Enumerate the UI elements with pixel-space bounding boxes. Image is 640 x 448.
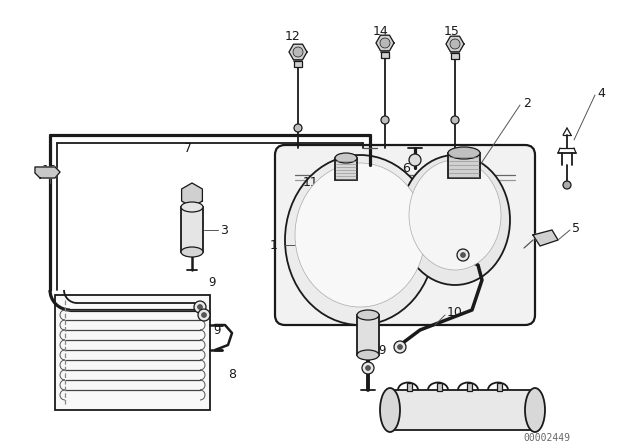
Text: 6: 6: [402, 161, 410, 175]
Text: 9: 9: [378, 344, 385, 357]
Bar: [407, 383, 412, 391]
Bar: [448, 153, 480, 178]
Circle shape: [198, 305, 202, 310]
Polygon shape: [533, 230, 558, 246]
Ellipse shape: [380, 388, 400, 432]
Text: 3: 3: [220, 224, 228, 237]
Text: 7: 7: [184, 142, 192, 155]
Text: 5: 5: [572, 221, 580, 234]
Bar: [55, 295, 210, 410]
Text: 4: 4: [597, 86, 605, 99]
Bar: [381, 52, 389, 58]
Text: 9: 9: [208, 276, 216, 289]
Ellipse shape: [448, 147, 480, 159]
Circle shape: [457, 249, 469, 261]
Circle shape: [380, 38, 390, 48]
Circle shape: [397, 345, 403, 349]
Ellipse shape: [181, 202, 203, 212]
Text: 9: 9: [213, 323, 221, 336]
Circle shape: [293, 47, 303, 57]
Text: 9: 9: [470, 254, 477, 267]
Ellipse shape: [409, 160, 501, 270]
Circle shape: [194, 301, 206, 313]
Bar: [294, 61, 302, 67]
Polygon shape: [35, 167, 60, 178]
Circle shape: [450, 39, 460, 49]
Bar: [335, 158, 357, 180]
Ellipse shape: [357, 350, 379, 360]
Text: 8: 8: [228, 369, 236, 382]
Text: 2: 2: [523, 96, 531, 109]
Circle shape: [198, 309, 210, 321]
Text: 11: 11: [302, 176, 318, 189]
Text: 10: 10: [447, 306, 463, 319]
Polygon shape: [182, 183, 202, 207]
Polygon shape: [376, 35, 394, 51]
Ellipse shape: [335, 153, 357, 163]
Circle shape: [451, 116, 459, 124]
Circle shape: [563, 181, 571, 189]
Ellipse shape: [400, 155, 510, 285]
Ellipse shape: [285, 155, 435, 325]
Polygon shape: [289, 44, 307, 60]
Bar: [181, 207, 203, 252]
Text: 1: 1: [270, 238, 278, 251]
Circle shape: [381, 116, 389, 124]
Polygon shape: [446, 36, 464, 52]
Text: 00002449: 00002449: [523, 433, 570, 443]
Bar: [451, 53, 459, 59]
Text: 12: 12: [285, 30, 301, 43]
Circle shape: [461, 253, 465, 258]
Bar: [357, 315, 379, 355]
Circle shape: [294, 124, 302, 132]
Bar: [497, 383, 502, 391]
Circle shape: [409, 154, 421, 166]
Bar: [390, 390, 535, 430]
Ellipse shape: [357, 310, 379, 320]
Ellipse shape: [295, 163, 425, 307]
Circle shape: [202, 313, 207, 318]
Circle shape: [394, 341, 406, 353]
FancyBboxPatch shape: [275, 145, 535, 325]
Ellipse shape: [181, 247, 203, 257]
Bar: [437, 383, 442, 391]
Circle shape: [365, 366, 371, 370]
Ellipse shape: [525, 388, 545, 432]
Text: 13: 13: [42, 164, 58, 177]
Bar: [467, 383, 472, 391]
Circle shape: [362, 362, 374, 374]
Text: 15: 15: [444, 25, 460, 38]
Text: 14: 14: [373, 25, 389, 38]
